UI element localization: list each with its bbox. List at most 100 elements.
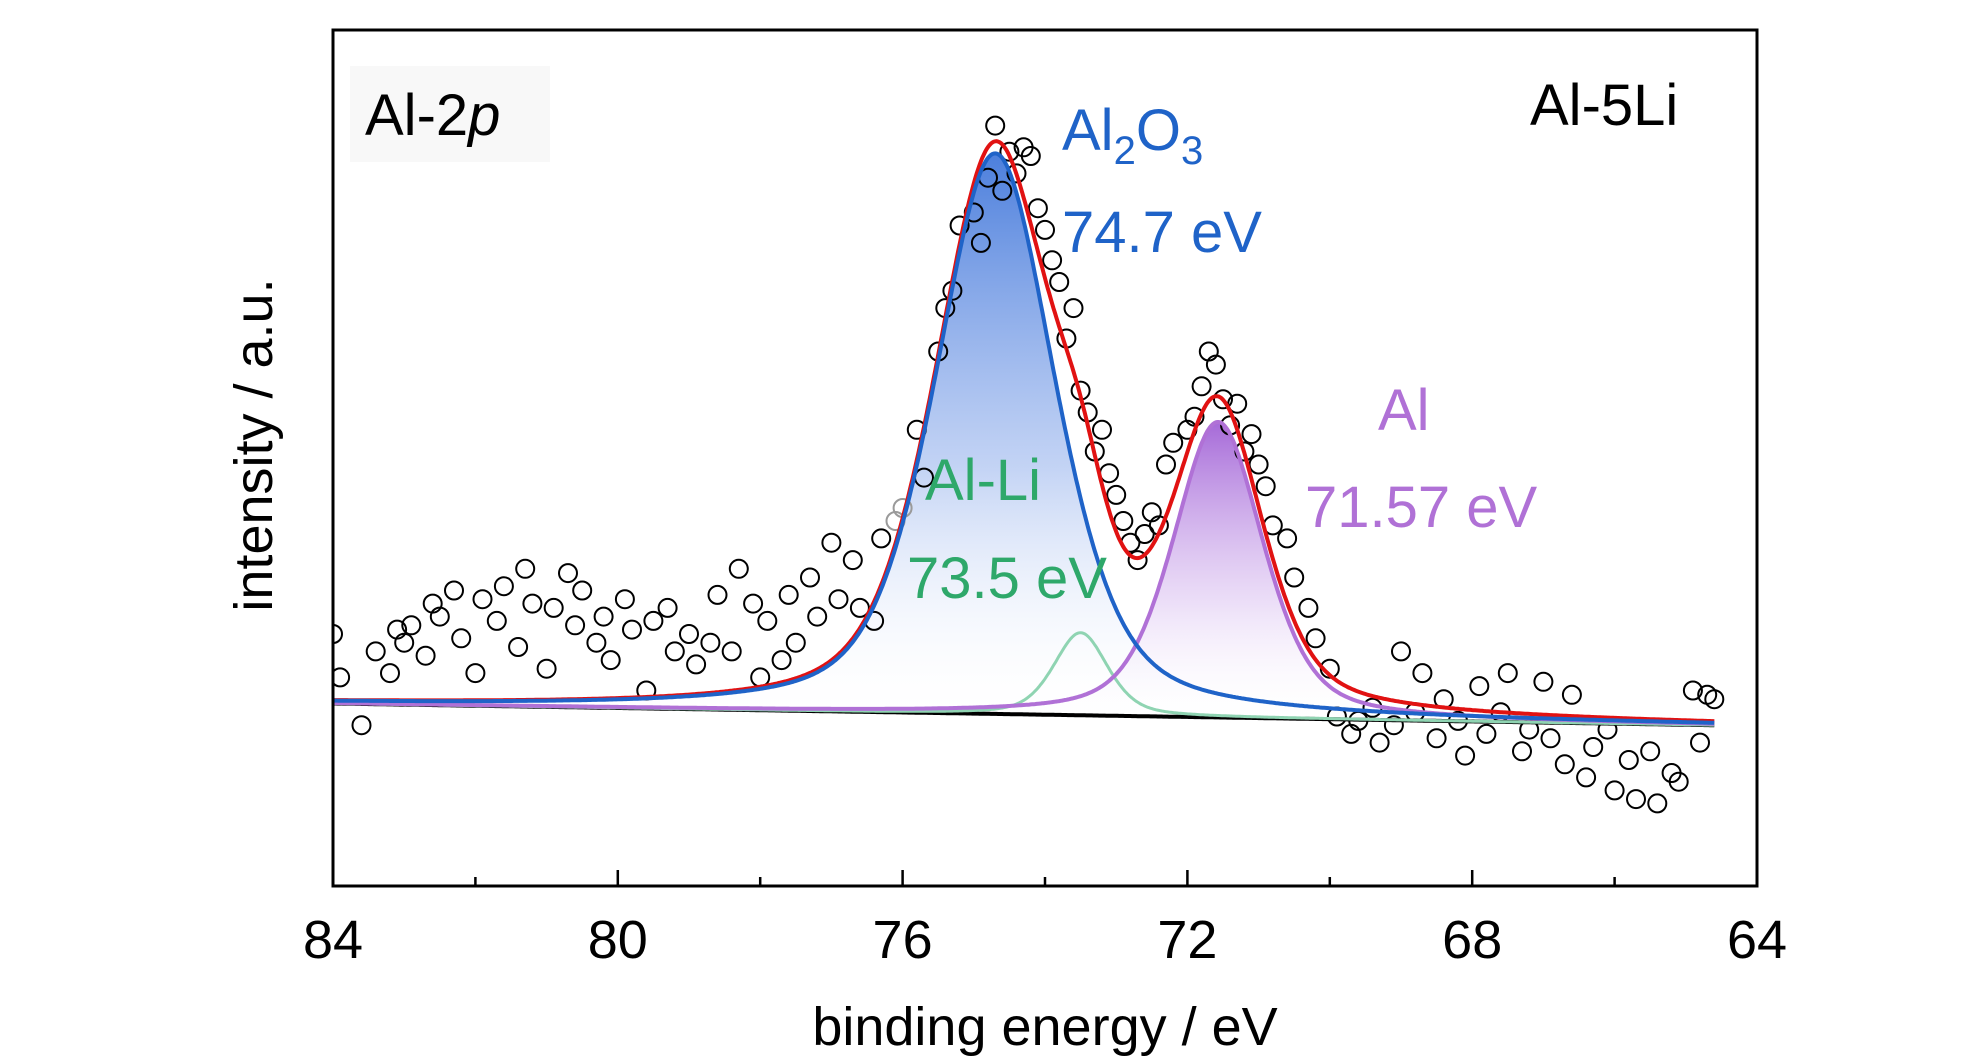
data-point [1561, 684, 1582, 705]
y-axis-title: intensity / a.u. [224, 278, 284, 611]
data-point [1618, 750, 1639, 770]
data-point [828, 589, 849, 610]
data-point [1576, 767, 1597, 788]
data-point [757, 610, 778, 631]
data-point [1540, 728, 1561, 749]
data-point [394, 632, 415, 653]
data-point [1497, 663, 1518, 684]
al-name: Al [1378, 378, 1430, 443]
data-point [1113, 511, 1134, 531]
data-point [515, 558, 536, 579]
data-point [1163, 432, 1184, 453]
data-point [1284, 567, 1305, 588]
fit-curves [333, 139, 1715, 728]
data-point [1626, 789, 1646, 810]
data-point [1412, 663, 1433, 684]
data-point [1213, 389, 1233, 410]
al-energy: 71.57 eV [1305, 475, 1538, 540]
data-point [1099, 463, 1120, 484]
data-point [536, 658, 557, 679]
data-point [1020, 146, 1041, 166]
data-point [600, 650, 621, 671]
al2o3-peak-fill [333, 153, 1715, 726]
data-point [593, 606, 614, 627]
data-point [1640, 741, 1661, 762]
data-point [351, 715, 372, 736]
x-tick-label: 80 [588, 910, 648, 970]
x-tick-label: 84 [303, 910, 363, 970]
data-point [1156, 454, 1176, 475]
data-point [486, 610, 507, 631]
data-point [586, 632, 607, 653]
data-point [842, 550, 863, 571]
data-point [493, 576, 514, 597]
data-point [1682, 680, 1703, 701]
data-point [1006, 163, 1027, 184]
al-annotation: Al 71.57 eV [1305, 378, 1538, 540]
data-point [1298, 597, 1319, 618]
data-point [1554, 754, 1575, 775]
data-point [1063, 298, 1084, 319]
data-point [365, 641, 386, 662]
data-point [1305, 628, 1326, 649]
data-point [657, 597, 678, 618]
data-point [743, 593, 764, 614]
data-point [871, 528, 892, 549]
data-point [451, 628, 472, 649]
sample-label: Al-5Li [1530, 73, 1678, 138]
data-point [1426, 728, 1447, 749]
data-point [1205, 354, 1226, 375]
x-tick-labels: 84 80 76 72 68 64 [303, 910, 1787, 970]
x-tick-label: 76 [873, 910, 933, 970]
data-point [1035, 219, 1055, 240]
data-point [643, 610, 664, 631]
data-point [614, 589, 635, 610]
data-point [1391, 641, 1411, 662]
data-point [1455, 745, 1476, 766]
data-point [1191, 376, 1212, 397]
data-point [771, 650, 792, 671]
data-point [522, 593, 543, 614]
region-label: Al-2p [350, 66, 550, 162]
data-point [1255, 476, 1276, 497]
data-point [1383, 715, 1404, 736]
data-point [1704, 689, 1725, 710]
data-point [1027, 198, 1048, 219]
data-point [686, 654, 707, 675]
data-point [992, 180, 1013, 201]
x-axis-title: binding energy / eV [812, 997, 1277, 1057]
al2o3-fit-curve [333, 151, 1715, 725]
data-point [444, 580, 464, 601]
data-point [380, 663, 400, 684]
data-point [543, 597, 564, 618]
al2o3-formula: Al2O3 [1062, 98, 1203, 173]
data-point [800, 567, 820, 588]
data-point [1106, 484, 1127, 505]
data-point [333, 624, 343, 644]
x-tick-label: 64 [1727, 910, 1787, 970]
region-label-text: Al-2p [365, 83, 500, 148]
data-point [1469, 676, 1490, 697]
data-point [664, 641, 685, 662]
data-point [1512, 741, 1532, 762]
data-point [1476, 723, 1497, 744]
data-point [1134, 524, 1155, 544]
x-tick-label: 72 [1157, 910, 1217, 970]
data-point [558, 563, 578, 584]
data-point [465, 663, 486, 684]
alli-energy: 73.5 eV [907, 546, 1107, 611]
data-point [1583, 737, 1604, 757]
data-point [429, 606, 450, 627]
data-point [1690, 732, 1710, 753]
data-point [1369, 732, 1390, 753]
data-point [1241, 424, 1262, 445]
data-point [821, 532, 842, 553]
data-point [1092, 419, 1112, 440]
data-point [1049, 272, 1070, 292]
data-point [721, 641, 742, 662]
data-point [1127, 550, 1148, 571]
peak-fills [333, 153, 1715, 726]
data-point [985, 115, 1006, 136]
data-point [679, 624, 699, 644]
